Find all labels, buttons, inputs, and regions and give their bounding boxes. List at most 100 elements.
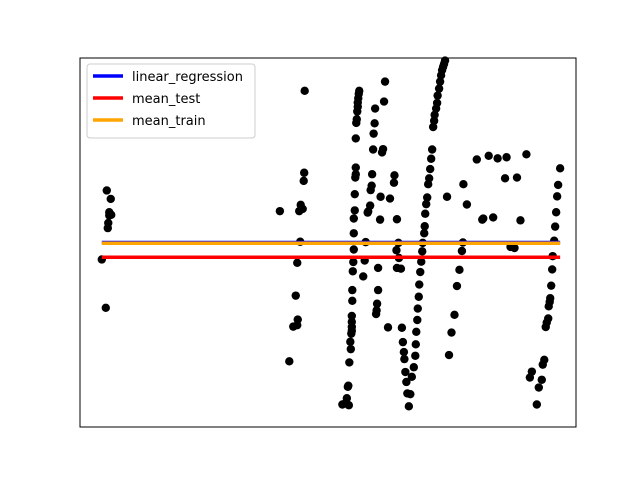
scatter-point-156	[527, 367, 537, 376]
scatter-point-82	[383, 323, 393, 332]
scatter-point-29	[345, 358, 354, 367]
scatter-point-27	[344, 381, 353, 390]
scatter-point-138	[444, 350, 454, 360]
scatter-point-13	[293, 258, 302, 267]
scatter-point-65	[367, 181, 376, 190]
series-lines	[101, 240, 561, 260]
scatter-point-19	[298, 204, 307, 214]
scatter-point-153	[510, 243, 519, 253]
scatter-point-178	[493, 154, 502, 163]
scatter-point-63	[365, 201, 375, 210]
scatter-point-97	[402, 377, 411, 387]
scatter-point-21	[299, 168, 309, 177]
legend-label-linear-regression: linear_regression	[132, 70, 243, 85]
scatter-point-42	[349, 229, 358, 238]
scatter-point-81	[380, 77, 390, 86]
scatter-point-94	[399, 347, 409, 357]
scatter-point-4	[104, 218, 113, 228]
scatter-point-39	[348, 267, 357, 276]
scatter-point-51	[352, 115, 361, 124]
scatter-point-84	[389, 178, 399, 187]
scatter-point-161	[540, 355, 549, 365]
scatter-point-150	[488, 213, 498, 222]
scatter-point-40	[349, 257, 358, 267]
scatter-point-7	[106, 194, 115, 204]
scatter-point-175	[553, 180, 563, 190]
scatter-point-151	[500, 174, 510, 183]
scatter-point-35	[347, 317, 357, 327]
scatter-point-130	[434, 84, 444, 93]
scatter-point-12	[291, 291, 300, 300]
scatter-point-126	[430, 110, 439, 120]
scatter-point-83	[385, 194, 395, 203]
scatter-point-22	[300, 86, 309, 96]
scatter-point-100	[406, 389, 415, 399]
scatter-point-69	[370, 119, 379, 128]
scatter-point-73	[372, 299, 382, 308]
scatter-point-15	[293, 315, 302, 324]
scatter-point-169	[547, 265, 557, 274]
scatter-point-95	[400, 354, 409, 364]
scatter-point-31	[346, 344, 356, 354]
scatter-point-145	[459, 180, 468, 189]
scatter-point-10	[285, 357, 294, 366]
scatter-point-104	[411, 340, 420, 349]
scatter-point-180	[516, 216, 525, 225]
scatter-point-43	[349, 214, 358, 223]
scatter-point-122	[426, 154, 436, 163]
scatter-point-30	[346, 337, 355, 346]
scatter-point-176	[555, 164, 565, 173]
scatter-point-139	[447, 328, 456, 337]
scatter-point-85	[390, 171, 399, 180]
legend-box	[86, 63, 256, 139]
scatter-point-48	[351, 163, 360, 172]
scatter-point-103	[411, 351, 420, 360]
scatter-point-68	[369, 129, 378, 138]
scatter-point-92	[397, 323, 407, 332]
scatter-point-36	[347, 311, 357, 321]
scatter-point-121	[425, 164, 435, 174]
scatter-point-49	[351, 134, 360, 143]
legend: linear_regression mean_test mean_train	[86, 63, 256, 139]
scatter-point-88	[392, 246, 401, 255]
scatter-point-131	[435, 77, 445, 86]
scatter-point-147	[472, 155, 481, 164]
scatter-point-114	[420, 229, 429, 238]
scatter-point-146	[462, 200, 472, 209]
scatter-point-124	[428, 122, 438, 132]
scatter-point-67	[368, 145, 378, 154]
scatter-point-118	[423, 193, 432, 202]
scatter-point-111	[417, 257, 426, 266]
scatter-point-177	[484, 151, 493, 160]
scatter-point-140	[450, 310, 459, 320]
scatter-point-79	[378, 144, 388, 154]
scatter-point-57	[355, 86, 364, 96]
scatter-point-173	[551, 208, 561, 217]
scatter-point-70	[370, 104, 380, 113]
scatter-point-101	[407, 372, 417, 382]
scatter-point-74	[373, 285, 383, 295]
scatter-point-157	[532, 400, 542, 409]
scatter-point-47	[351, 170, 360, 179]
scatter-point-149	[479, 214, 488, 223]
scatter-point-58	[359, 272, 368, 281]
scatter-point-2	[102, 186, 111, 195]
scatter-point-120	[424, 174, 434, 183]
scatter-point-38	[348, 285, 357, 295]
plot-frame	[79, 57, 577, 428]
scatter-point-76	[375, 215, 385, 224]
scatter-point-164	[544, 314, 553, 323]
scatter-point-142	[455, 265, 464, 275]
legend-label-mean-train: mean_train	[132, 114, 206, 129]
scatter-point-179	[502, 153, 511, 162]
scatter-point-154	[512, 173, 522, 182]
scatter-point-1	[101, 303, 110, 313]
scatter-point-112	[418, 247, 427, 256]
scatter-point-93	[398, 337, 408, 347]
scatter-point-116	[421, 209, 430, 218]
scatter-point-110	[416, 267, 425, 277]
scatter-point-115	[420, 222, 429, 231]
scatter-point-181	[522, 150, 531, 159]
scatter-point-72	[372, 306, 381, 315]
